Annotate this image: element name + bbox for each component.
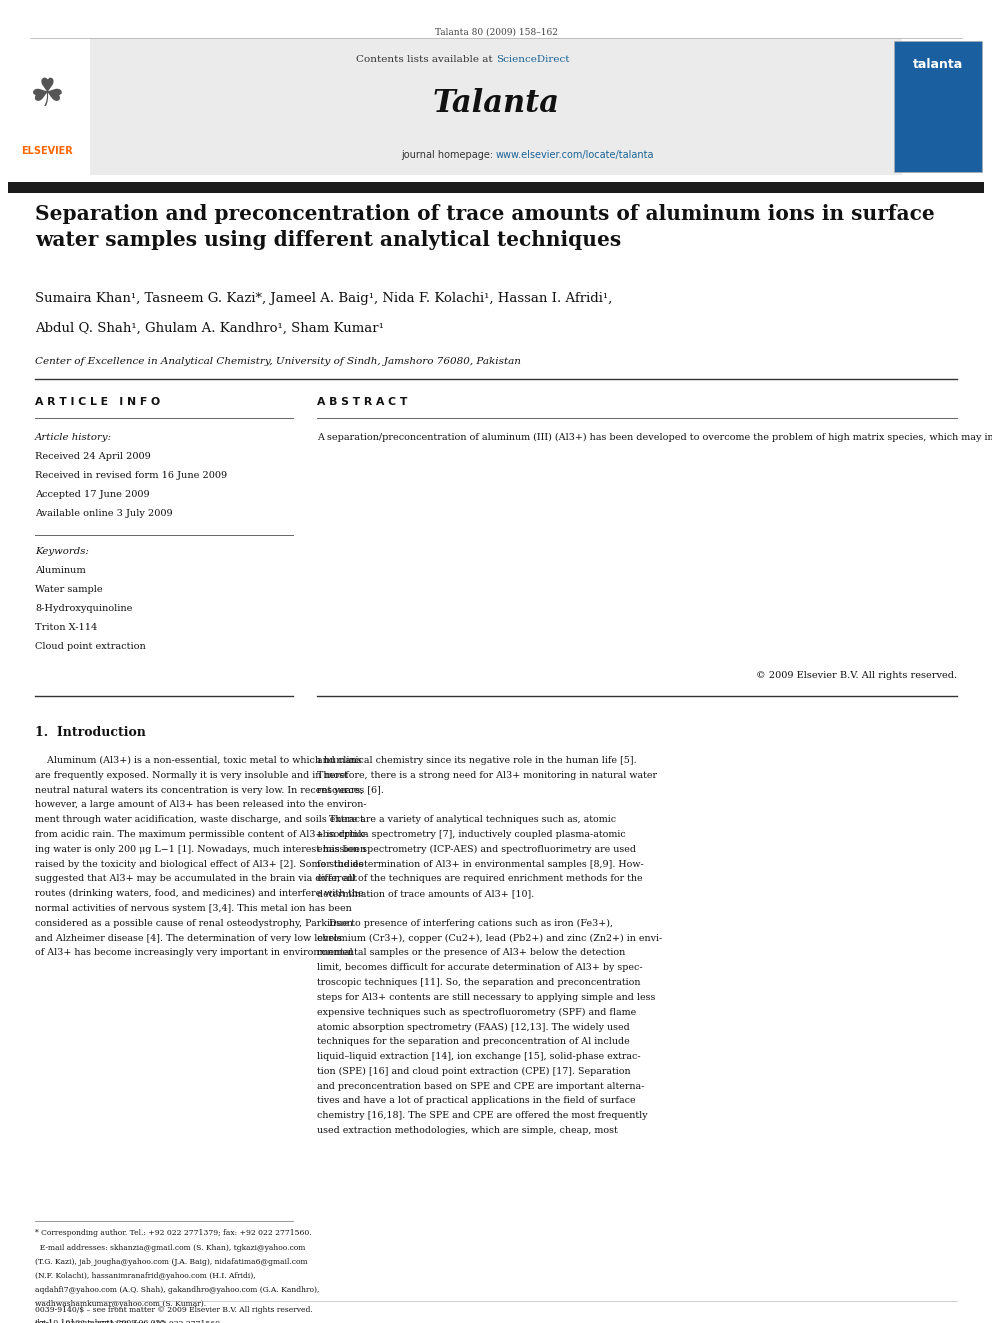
Text: expensive techniques such as spectrofluorometry (SPF) and flame: expensive techniques such as spectrofluo…	[317, 1008, 636, 1016]
Bar	[8, 183, 984, 193]
Text: troscopic techniques [11]. So, the separation and preconcentration: troscopic techniques [11]. So, the separ…	[317, 978, 641, 987]
Text: www.elsevier.com/locate/talanta: www.elsevier.com/locate/talanta	[496, 149, 655, 160]
Text: ☘: ☘	[30, 75, 64, 114]
Text: (T.G. Kazi), jab_jougha@yahoo.com (J.A. Baig), nidafatima6@gmail.com: (T.G. Kazi), jab_jougha@yahoo.com (J.A. …	[35, 1258, 308, 1266]
Text: 1.  Introduction: 1. Introduction	[35, 726, 146, 740]
Text: and preconcentration based on SPE and CPE are important alterna-: and preconcentration based on SPE and CP…	[317, 1082, 645, 1090]
Bar	[90, 38, 902, 175]
Text: suggested that Al3+ may be accumulated in the brain via different: suggested that Al3+ may be accumulated i…	[35, 875, 357, 884]
Text: E-mail addresses: skhanzia@gmail.com (S. Khan), tgkazi@yahoo.com: E-mail addresses: skhanzia@gmail.com (S.…	[35, 1244, 306, 1252]
Bar	[8, 42, 86, 171]
Text: considered as a possible cause of renal osteodystrophy, Parkinson: considered as a possible cause of renal …	[35, 918, 353, 927]
Text: A B S T R A C T: A B S T R A C T	[317, 397, 408, 407]
Text: Abdul Q. Shah¹, Ghulam A. Kandhro¹, Sham Kumar¹: Abdul Q. Shah¹, Ghulam A. Kandhro¹, Sham…	[35, 321, 384, 335]
Text: chemistry [16,18]. The SPE and CPE are offered the most frequently: chemistry [16,18]. The SPE and CPE are o…	[317, 1111, 648, 1121]
Text: Received in revised form 16 June 2009: Received in revised form 16 June 2009	[35, 471, 227, 480]
Text: Triton X-114: Triton X-114	[35, 623, 97, 632]
Text: Aluminum: Aluminum	[35, 566, 85, 576]
Text: are frequently exposed. Normally it is very insoluble and in most: are frequently exposed. Normally it is v…	[35, 771, 348, 779]
Text: Center of Excellence in Analytical Chemistry, University of Sindh, Jamshoro 7608: Center of Excellence in Analytical Chemi…	[35, 357, 521, 366]
Text: Keywords:: Keywords:	[35, 546, 89, 556]
Text: (N.F. Kolachi), hassanimranafrid@yahoo.com (H.I. Afridi),: (N.F. Kolachi), hassanimranafrid@yahoo.c…	[35, 1271, 256, 1279]
Text: resources [6].: resources [6].	[317, 786, 384, 795]
Text: journal homepage:: journal homepage:	[401, 149, 496, 160]
Text: chromium (Cr3+), copper (Cu2+), lead (Pb2+) and zinc (Zn2+) in envi-: chromium (Cr3+), copper (Cu2+), lead (Pb…	[317, 934, 663, 943]
Text: raised by the toxicity and biological effect of Al3+ [2]. Some studies: raised by the toxicity and biological ef…	[35, 860, 363, 869]
Text: from acidic rain. The maximum permissible content of Al3+ in drink-: from acidic rain. The maximum permissibl…	[35, 830, 367, 839]
Text: ing water is only 200 μg L−1 [1]. Nowadays, much interest has been: ing water is only 200 μg L−1 [1]. Nowada…	[35, 845, 366, 853]
Bar	[894, 41, 982, 172]
Text: absorption spectrometry [7], inductively coupled plasma-atomic: absorption spectrometry [7], inductively…	[317, 830, 626, 839]
Text: aqdahfi7@yahoo.com (A.Q. Shah), gakandhro@yahoo.com (G.A. Kandhro),: aqdahfi7@yahoo.com (A.Q. Shah), gakandhr…	[35, 1286, 319, 1294]
Text: liquid–liquid extraction [14], ion exchange [15], solid-phase extrac-: liquid–liquid extraction [14], ion excha…	[317, 1052, 641, 1061]
Text: ELSEVIER: ELSEVIER	[21, 146, 72, 156]
Text: ment through water acidification, waste discharge, and soils extract: ment through water acidification, waste …	[35, 815, 364, 824]
Text: Talanta: Talanta	[433, 89, 559, 119]
Text: techniques for the separation and preconcentration of Al include: techniques for the separation and precon…	[317, 1037, 630, 1046]
Text: Received 24 April 2009: Received 24 April 2009	[35, 452, 151, 460]
Text: for the determination of Al3+ in environmental samples [8,9]. How-: for the determination of Al3+ in environ…	[317, 860, 644, 869]
Text: used extraction methodologies, which are simple, cheap, most: used extraction methodologies, which are…	[317, 1126, 618, 1135]
Text: A separation/preconcentration of aluminum (III) (Al3+) has been developed to ove: A separation/preconcentration of aluminu…	[317, 433, 992, 442]
Text: Separation and preconcentration of trace amounts of aluminum ions in surface
wat: Separation and preconcentration of trace…	[35, 204, 934, 250]
Text: * Corresponding author. Tel.: +92 022 2771379; fax: +92 022 2771560.: * Corresponding author. Tel.: +92 022 27…	[35, 1229, 311, 1237]
Text: Aluminum (Al3+) is a non-essential, toxic metal to which humans: Aluminum (Al3+) is a non-essential, toxi…	[35, 755, 362, 765]
Text: Cloud point extraction: Cloud point extraction	[35, 642, 146, 651]
Text: wadhwashamkumar@yahoo.com (S. Kumar).: wadhwashamkumar@yahoo.com (S. Kumar).	[35, 1301, 206, 1308]
Text: and clinical chemistry since its negative role in the human life [5].: and clinical chemistry since its negativ…	[317, 755, 637, 765]
Text: of Al3+ has become increasingly very important in environmental: of Al3+ has become increasingly very imp…	[35, 949, 353, 958]
Text: 8-Hydroxyquinoline: 8-Hydroxyquinoline	[35, 605, 132, 613]
Text: and Alzheimer disease [4]. The determination of very low levels: and Alzheimer disease [4]. The determina…	[35, 934, 342, 942]
Text: Contents lists available at: Contents lists available at	[356, 56, 496, 64]
Text: Accepted 17 June 2009: Accepted 17 June 2009	[35, 490, 150, 499]
Text: A R T I C L E   I N F O: A R T I C L E I N F O	[35, 397, 160, 407]
Text: Talanta 80 (2009) 158–162: Talanta 80 (2009) 158–162	[434, 28, 558, 37]
Text: There are a variety of analytical techniques such as, atomic: There are a variety of analytical techni…	[317, 815, 616, 824]
Text: neutral natural waters its concentration is very low. In recent years,: neutral natural waters its concentration…	[35, 786, 363, 795]
Text: tion (SPE) [16] and cloud point extraction (CPE) [17]. Separation: tion (SPE) [16] and cloud point extracti…	[317, 1066, 631, 1076]
Text: Therefore, there is a strong need for Al3+ monitoring in natural water: Therefore, there is a strong need for Al…	[317, 771, 657, 779]
Text: 0039-9140/$ – see front matter © 2009 Elsevier B.V. All rights reserved.: 0039-9140/$ – see front matter © 2009 El…	[35, 1306, 312, 1314]
Text: Article history:: Article history:	[35, 433, 112, 442]
Text: ever, all of the techniques are required enrichment methods for the: ever, all of the techniques are required…	[317, 875, 643, 884]
Text: ¹ Tel.: +92 022 2771379; fax: +92 022 2771560.: ¹ Tel.: +92 022 2771379; fax: +92 022 27…	[35, 1320, 222, 1323]
Text: Available online 3 July 2009: Available online 3 July 2009	[35, 509, 173, 519]
Text: routes (drinking waters, food, and medicines) and interfere with the: routes (drinking waters, food, and medic…	[35, 889, 364, 898]
Text: ScienceDirect: ScienceDirect	[496, 56, 569, 64]
Text: doi:10.1016/j.talanta.2009.06.055: doi:10.1016/j.talanta.2009.06.055	[35, 1319, 167, 1323]
Text: atomic absorption spectrometry (FAAS) [12,13]. The widely used: atomic absorption spectrometry (FAAS) [1…	[317, 1023, 630, 1032]
Text: steps for Al3+ contents are still necessary to applying simple and less: steps for Al3+ contents are still necess…	[317, 992, 656, 1002]
Text: talanta: talanta	[913, 58, 963, 71]
Text: limit, becomes difficult for accurate determination of Al3+ by spec-: limit, becomes difficult for accurate de…	[317, 963, 643, 972]
Text: emission spectrometry (ICP-AES) and spectrofluorimetry are used: emission spectrometry (ICP-AES) and spec…	[317, 845, 636, 853]
Text: Sumaira Khan¹, Tasneem G. Kazi*, Jameel A. Baig¹, Nida F. Kolachi¹, Hassan I. Af: Sumaira Khan¹, Tasneem G. Kazi*, Jameel …	[35, 292, 612, 306]
Text: Due to presence of interfering cations such as iron (Fe3+),: Due to presence of interfering cations s…	[317, 918, 613, 927]
Text: normal activities of nervous system [3,4]. This metal ion has been: normal activities of nervous system [3,4…	[35, 904, 352, 913]
Text: ronmental samples or the presence of Al3+ below the detection: ronmental samples or the presence of Al3…	[317, 949, 625, 958]
Text: determination of trace amounts of Al3+ [10].: determination of trace amounts of Al3+ […	[317, 889, 535, 898]
Text: tives and have a lot of practical applications in the field of surface: tives and have a lot of practical applic…	[317, 1097, 636, 1106]
Text: Water sample: Water sample	[35, 585, 102, 594]
Text: © 2009 Elsevier B.V. All rights reserved.: © 2009 Elsevier B.V. All rights reserved…	[756, 671, 957, 680]
Text: however, a large amount of Al3+ has been released into the environ-: however, a large amount of Al3+ has been…	[35, 800, 367, 810]
